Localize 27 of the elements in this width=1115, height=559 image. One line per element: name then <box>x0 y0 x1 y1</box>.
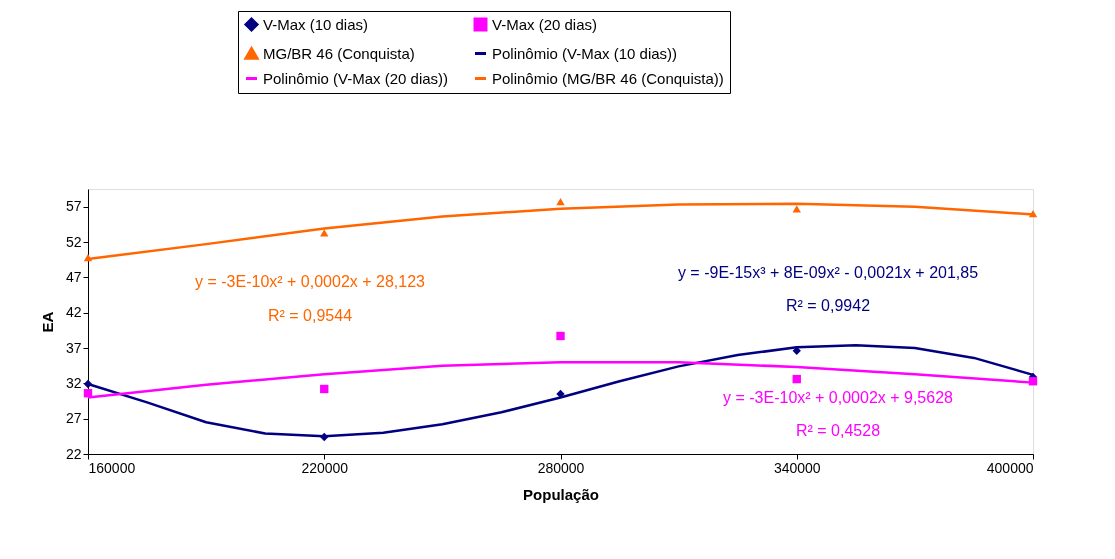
annotation: R² = 0,4528 <box>795 422 881 439</box>
annotation: y = -9E-15x³ + 8E-09x² - 0,0021x + 201,85 <box>677 264 979 281</box>
annotation: R² = 0,9544 <box>267 307 353 324</box>
legend-label: V-Max (10 dias) <box>263 15 369 33</box>
y-tick-label: 47 <box>65 268 82 285</box>
x-axis-title: População <box>523 485 599 503</box>
y-tick-label: 37 <box>65 339 82 356</box>
y-tick-label: 32 <box>65 374 82 391</box>
legend-label: MG/BR 46 (Conquista) <box>263 44 415 62</box>
x-tick-label: 280000 <box>537 459 585 476</box>
y-axis-title: EA <box>38 311 56 333</box>
x-tick-label: 160000 <box>88 459 136 476</box>
legend-label: Polinômio (V-Max (20 dias)) <box>263 69 449 87</box>
legend-label: Polinômio (MG/BR 46 (Conquista)) <box>492 69 724 87</box>
y-tick-label: 57 <box>65 198 82 215</box>
annotation: y = -3E-10x² + 0,0002x + 9,5628 <box>723 389 954 406</box>
y-tick-label: 22 <box>65 445 82 462</box>
x-tick-label: 400000 <box>986 459 1034 476</box>
annotation: y = -3E-10x² + 0,0002x + 28,123 <box>195 273 426 290</box>
legend-label: Polinômio (V-Max (10 dias)) <box>492 44 678 62</box>
y-tick-label: 42 <box>65 304 82 321</box>
y-tick-label: 27 <box>65 410 82 427</box>
legend-label: V-Max (20 dias) <box>492 15 598 33</box>
x-tick-label: 340000 <box>773 459 821 476</box>
y-tick-label: 52 <box>65 233 82 250</box>
annotation: R² = 0,9942 <box>785 297 871 314</box>
x-tick-label: 220000 <box>301 459 349 476</box>
